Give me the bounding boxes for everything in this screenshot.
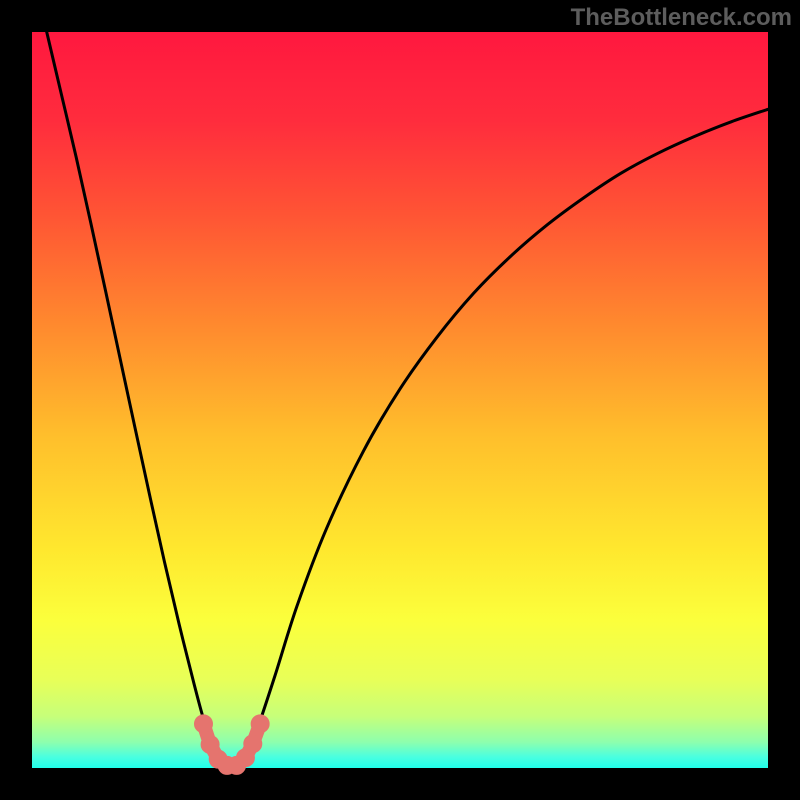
- attribution-label: TheBottleneck.com: [571, 4, 792, 32]
- bottleneck-chart: [0, 0, 800, 800]
- chart-container: TheBottleneck.com: [0, 0, 800, 800]
